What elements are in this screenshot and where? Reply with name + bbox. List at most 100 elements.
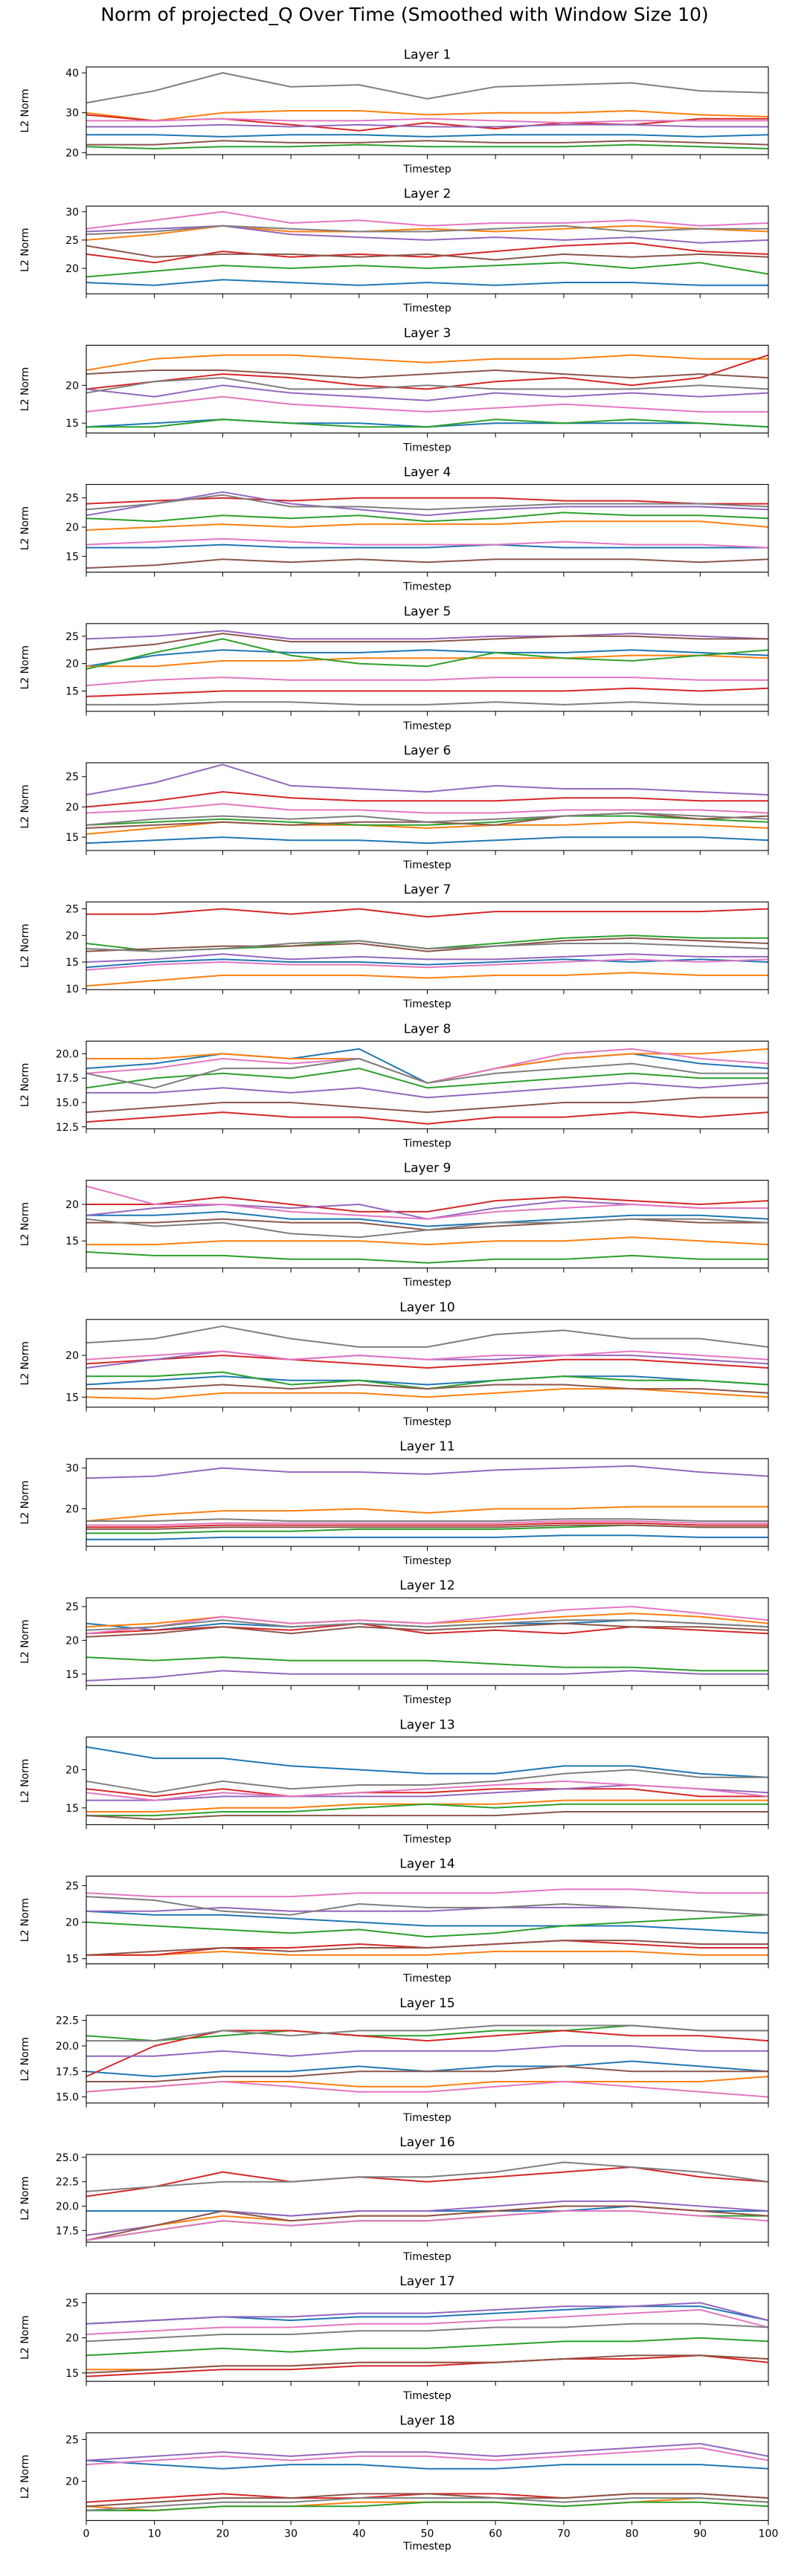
series-line-2 xyxy=(86,354,768,371)
subplot-layer-5: Layer 5 15 20 25 L2 Norm Timestep xyxy=(19,604,769,732)
series-line-6 xyxy=(86,369,768,379)
series-line-4 xyxy=(86,908,768,918)
series-line-5 xyxy=(86,2302,768,2325)
y-tick-label: 20 xyxy=(65,1635,79,1647)
y-tick-label: 25 xyxy=(65,903,79,915)
subplot-layer-4: Layer 4 15 20 25 L2 Norm Timestep xyxy=(19,465,769,593)
series-line-4 xyxy=(86,1355,768,1369)
subplot-layer-18: Layer 18 20 25 L2 Norm 0 10 20 30 40 50 60 70 80 90 10… xyxy=(19,2413,778,2552)
series-line-7 xyxy=(86,538,768,549)
y-tick-label: 25 xyxy=(65,772,79,784)
y-tick-label: 25 xyxy=(65,2297,79,2309)
series-line-1 xyxy=(86,2060,768,2078)
subplot-title: Layer 8 xyxy=(404,1021,451,1036)
y-tick-label: 20 xyxy=(65,1199,79,1211)
series-line-2 xyxy=(86,110,768,122)
x-tick-label: 60 xyxy=(489,2528,502,2540)
series-line-5 xyxy=(86,491,768,517)
y-tick-label: 22.5 xyxy=(56,2177,79,2189)
series-line-7 xyxy=(86,2081,768,2098)
y-tick-label: 20 xyxy=(65,380,79,392)
x-axis-label: Timestep xyxy=(402,1694,451,1706)
series-line-6 xyxy=(86,558,768,569)
y-tick-label: 20 xyxy=(65,522,79,534)
series-line-5 xyxy=(86,764,768,796)
y-tick-label: 15 xyxy=(65,551,79,563)
series-group xyxy=(86,72,768,149)
subplot-layer-6: Layer 6 15 20 25 L2 Norm Timestep xyxy=(19,743,769,871)
series-line-3 xyxy=(86,1914,768,1938)
y-tick-label: 15 xyxy=(65,1392,79,1404)
series-group xyxy=(86,2024,768,2098)
series-line-2 xyxy=(86,1950,768,1956)
y-tick-label: 15 xyxy=(65,1803,79,1815)
subplot-title: Layer 10 xyxy=(399,1300,454,1315)
series-line-7 xyxy=(86,396,768,413)
x-axis-label: Timestep xyxy=(402,164,451,175)
y-axis-label: L2 Norm xyxy=(19,1480,31,1524)
series-line-4 xyxy=(86,242,768,264)
series-line-7 xyxy=(86,677,768,687)
subplot-title: Layer 14 xyxy=(399,1857,454,1872)
series-group xyxy=(86,908,768,987)
y-tick-label: 25 xyxy=(65,493,79,505)
series-line-3 xyxy=(86,419,768,428)
series-line-3 xyxy=(86,1251,768,1264)
x-axis-label: Timestep xyxy=(402,581,451,593)
series-line-1 xyxy=(86,134,768,138)
series-line-3 xyxy=(86,1803,768,1817)
series-group xyxy=(86,764,768,845)
y-axis-label: L2 Norm xyxy=(19,1898,31,1942)
series-group xyxy=(86,491,768,569)
y-tick-label: 40 xyxy=(65,68,79,80)
x-tick-label: 100 xyxy=(759,2528,779,2540)
subplot-title: Layer 6 xyxy=(404,743,451,758)
series-line-4 xyxy=(86,497,768,505)
series-line-4 xyxy=(86,687,768,697)
series-line-6 xyxy=(86,1940,768,1956)
y-axis-label: L2 Norm xyxy=(19,88,31,132)
series-line-7 xyxy=(86,1888,768,1898)
x-tick-label: 80 xyxy=(626,2528,639,2540)
y-axis-label: L2 Norm xyxy=(19,784,31,828)
y-tick-label: 20 xyxy=(65,1350,79,1362)
series-group xyxy=(86,2161,768,2241)
series-line-8 xyxy=(86,1058,768,1089)
x-axis-label: Timestep xyxy=(402,1137,451,1149)
series-line-5 xyxy=(86,1082,768,1099)
subplot-layer-17: Layer 17 15 20 25 L2 Norm Timestep xyxy=(19,2274,769,2402)
series-line-6 xyxy=(86,1384,768,1394)
series-group xyxy=(86,2443,768,2511)
y-tick-label: 20 xyxy=(65,1504,79,1516)
y-tick-label: 20 xyxy=(65,2333,79,2345)
series-line-2 xyxy=(86,1799,768,1812)
series-line-7 xyxy=(86,1520,768,1526)
series-line-2 xyxy=(86,225,768,241)
subplot-layer-1: Layer 1 20 30 40 L2 Norm Timestep xyxy=(19,48,769,175)
x-axis-label: Timestep xyxy=(402,2251,451,2263)
y-tick-label: 15 xyxy=(65,832,79,844)
subplot-title: Layer 12 xyxy=(399,1578,454,1593)
series-line-1 xyxy=(86,958,768,969)
series-line-4 xyxy=(86,1111,768,1125)
series-line-3 xyxy=(86,815,768,826)
y-axis-label: L2 Norm xyxy=(19,2455,31,2499)
series-line-5 xyxy=(86,630,768,640)
axes-frame xyxy=(86,2154,769,2243)
series-line-8 xyxy=(86,2024,768,2042)
series-line-8 xyxy=(86,940,768,952)
series-line-1 xyxy=(86,2459,768,2470)
series-line-7 xyxy=(86,2308,768,2335)
series-group xyxy=(86,1465,768,1540)
series-group xyxy=(86,1325,768,1400)
y-tick-label: 10 xyxy=(65,984,79,995)
series-line-6 xyxy=(86,633,768,651)
series-line-4 xyxy=(86,2030,768,2078)
series-line-7 xyxy=(86,1185,768,1220)
subplot-layer-16: Layer 16 17.5 20.0 22.5 25.0 L2 Norm Timestep xyxy=(19,2135,769,2263)
series-line-1 xyxy=(86,649,768,668)
series-line-7 xyxy=(86,803,768,814)
y-axis-label: L2 Norm xyxy=(19,367,31,411)
x-axis-label: Timestep xyxy=(402,1973,451,1985)
